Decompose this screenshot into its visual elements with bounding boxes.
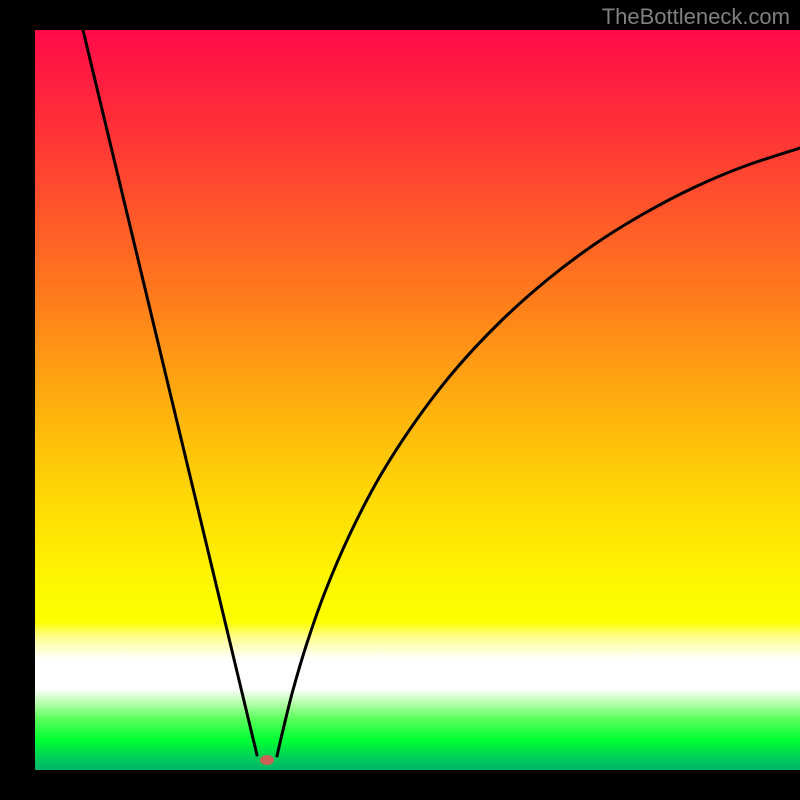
curve-layer [35, 30, 800, 770]
minimum-marker [260, 755, 274, 765]
root-container: TheBottleneck.com [0, 0, 800, 800]
watermark-text: TheBottleneck.com [602, 4, 790, 30]
plot-area [35, 30, 800, 770]
curve-right-branch [277, 148, 800, 756]
curve-left-branch [83, 30, 257, 755]
